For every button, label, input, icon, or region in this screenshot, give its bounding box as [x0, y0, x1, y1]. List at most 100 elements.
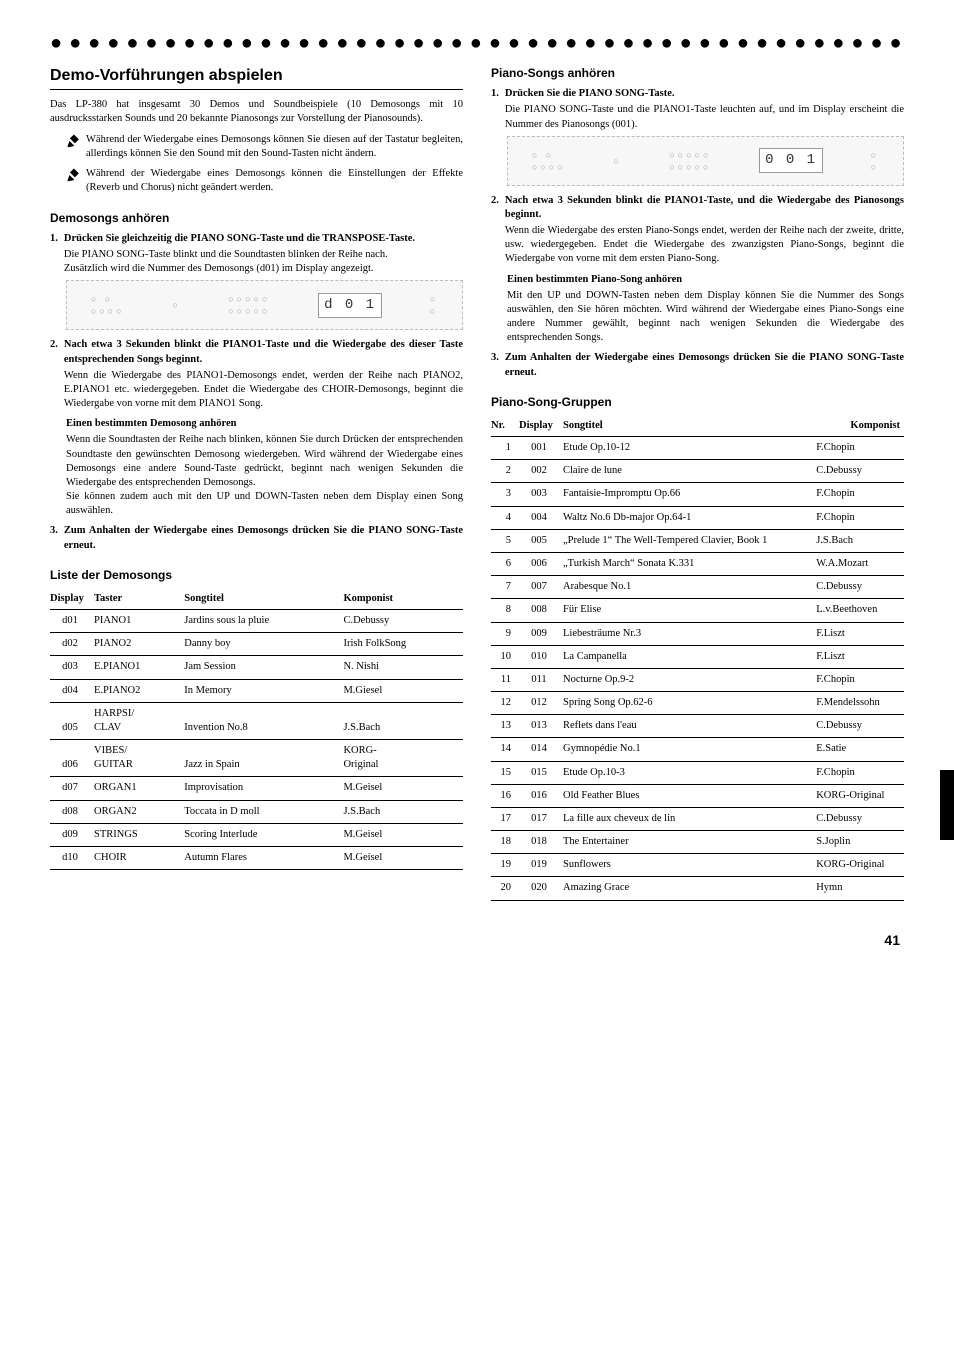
- step-1: 1. Drücken Sie gleichzeitig die PIANO SO…: [50, 232, 463, 277]
- step-3: 3. Zum Anhalten der Wiedergabe eines Dem…: [50, 524, 463, 552]
- cell-composer: M.Giesel: [343, 679, 463, 702]
- pencil-icon: [66, 134, 80, 161]
- cell-title: La fille aux cheveux de lin: [563, 807, 816, 830]
- cell-title: Claire de lune: [563, 460, 816, 483]
- table-row: 5005„Prelude 1“ The Well-Tempered Clavie…: [491, 529, 904, 552]
- cell-display: d07: [50, 777, 94, 800]
- table-row: d03E.PIANO1Jam SessionN. Nishi: [50, 656, 463, 679]
- cell-display: 016: [519, 784, 563, 807]
- cell-nr: 8: [491, 599, 519, 622]
- cell-composer: F.Liszt: [816, 645, 904, 668]
- cell-title: Jazz in Spain: [184, 740, 343, 777]
- cell-composer: L.v.Beethoven: [816, 599, 904, 622]
- page-number: 41: [50, 931, 904, 950]
- note-2: Während der Wiedergabe eines Demosongs k…: [66, 167, 463, 195]
- cell-display: d05: [50, 702, 94, 739]
- cell-nr: 17: [491, 807, 519, 830]
- cell-title: „Prelude 1“ The Well-Tempered Clavier, B…: [563, 529, 816, 552]
- pencil-icon: [66, 168, 80, 195]
- cell-display: 018: [519, 831, 563, 854]
- note-1: Während der Wiedergabe eines Demosongs k…: [66, 133, 463, 161]
- display-readout: d 0 1: [318, 293, 382, 318]
- sub-best-text-r: Mit den UP und DOWN-Tasten neben dem Dis…: [507, 289, 904, 346]
- demo-songs-table: Display Taster Songtitel Komponist d01PI…: [50, 589, 463, 870]
- cell-taster: CHOIR: [94, 846, 184, 869]
- cell-display: 019: [519, 854, 563, 877]
- cell-nr: 19: [491, 854, 519, 877]
- table-row: d07ORGAN1ImprovisationM.Geisel: [50, 777, 463, 800]
- table-row: 17017La fille aux cheveux de linC.Debuss…: [491, 807, 904, 830]
- cell-title: Für Elise: [563, 599, 816, 622]
- note-text: Während der Wiedergabe eines Demosongs k…: [86, 167, 463, 195]
- cell-composer: C.Debussy: [816, 715, 904, 738]
- step-title: Nach etwa 3 Sekunden blinkt die PIANO1-T…: [505, 194, 904, 222]
- cell-title: Jam Session: [184, 656, 343, 679]
- cell-display: d01: [50, 610, 94, 633]
- cell-display: 007: [519, 576, 563, 599]
- cell-display: 011: [519, 668, 563, 691]
- cell-composer: C.Debussy: [816, 576, 904, 599]
- cell-display: 012: [519, 692, 563, 715]
- step-number: 3.: [491, 351, 499, 379]
- step-title: Nach etwa 3 Sekunden blinkt die PIANO1-T…: [64, 338, 463, 366]
- cell-display: d04: [50, 679, 94, 702]
- step-number: 1.: [491, 87, 499, 132]
- step-text: Wenn die Wiedergabe des ersten Piano-Son…: [505, 224, 904, 267]
- cell-nr: 6: [491, 552, 519, 575]
- table-row: d04E.PIANO2In MemoryM.Giesel: [50, 679, 463, 702]
- cell-display: d03: [50, 656, 94, 679]
- col-nr: Nr.: [491, 416, 519, 437]
- cell-title: Fantaisie-Impromptu Op.66: [563, 483, 816, 506]
- subhead-groups: Piano-Song-Gruppen: [491, 394, 904, 410]
- cell-title: Sunflowers: [563, 854, 816, 877]
- sub-best-text: Wenn die Soundtasten der Reihe nach blin…: [66, 433, 463, 518]
- cell-composer: E.Satie: [816, 738, 904, 761]
- cell-display: 017: [519, 807, 563, 830]
- cell-composer: M.Geisel: [343, 846, 463, 869]
- control-panel-figure-1: ○ ○○○○○ ○ ○○○○○○○○○○ d 0 1 ○○: [66, 280, 463, 330]
- cell-title: Danny boy: [184, 633, 343, 656]
- table-row: 14014Gymnopédie No.1E.Satie: [491, 738, 904, 761]
- cell-taster: ORGAN1: [94, 777, 184, 800]
- cell-display: 010: [519, 645, 563, 668]
- subhead-pianosongs: Piano-Songs anhören: [491, 65, 904, 81]
- cell-composer: Irish FolkSong: [343, 633, 463, 656]
- cell-display: 001: [519, 437, 563, 460]
- cell-taster: E.PIANO1: [94, 656, 184, 679]
- cell-composer: C.Debussy: [816, 807, 904, 830]
- cell-composer: J.S.Bach: [816, 529, 904, 552]
- col-composer: Komponist: [343, 589, 463, 610]
- cell-title: Spring Song Op.62-6: [563, 692, 816, 715]
- cell-composer: F.Chopin: [816, 668, 904, 691]
- cell-composer: Hymn: [816, 877, 904, 900]
- cell-display: 005: [519, 529, 563, 552]
- cell-nr: 10: [491, 645, 519, 668]
- cell-title: Arabesque No.1: [563, 576, 816, 599]
- cell-title: Jardins sous la pluie: [184, 610, 343, 633]
- cell-display: 008: [519, 599, 563, 622]
- cell-title: Improvisation: [184, 777, 343, 800]
- table-row: d05HARPSI/ CLAVInvention No.8J.S.Bach: [50, 702, 463, 739]
- table-row: d02PIANO2Danny boyIrish FolkSong: [50, 633, 463, 656]
- step-2-r: 2. Nach etwa 3 Sekunden blinkt die PIANO…: [491, 194, 904, 267]
- cell-title: „Turkish March“ Sonata K.331: [563, 552, 816, 575]
- col-display: Display: [519, 416, 563, 437]
- step-number: 1.: [50, 232, 58, 277]
- cell-display: d10: [50, 846, 94, 869]
- cell-composer: F.Chopin: [816, 437, 904, 460]
- cell-composer: C.Debussy: [343, 610, 463, 633]
- cell-nr: 13: [491, 715, 519, 738]
- step-3-r: 3. Zum Anhalten der Wiedergabe eines Dem…: [491, 351, 904, 379]
- table-row: 1001Etude Op.10-12F.Chopin: [491, 437, 904, 460]
- cell-composer: J.S.Bach: [343, 702, 463, 739]
- cell-composer: W.A.Mozart: [816, 552, 904, 575]
- cell-title: Invention No.8: [184, 702, 343, 739]
- intro-paragraph: Das LP-380 hat insgesamt 30 Demos und So…: [50, 98, 463, 126]
- cell-composer: J.S.Bach: [343, 800, 463, 823]
- cell-nr: 4: [491, 506, 519, 529]
- cell-composer: M.Geisel: [343, 777, 463, 800]
- section-title: Demo-Vorführungen abspielen: [50, 65, 463, 90]
- col-display: Display: [50, 589, 94, 610]
- cell-nr: 12: [491, 692, 519, 715]
- table-row: 11011Nocturne Op.9-2F.Chopin: [491, 668, 904, 691]
